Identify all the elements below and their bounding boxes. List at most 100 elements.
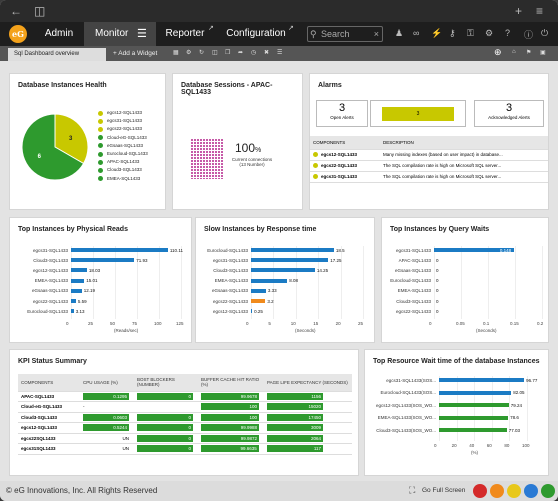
pie-slice-normal[interactable]: [21, 113, 85, 181]
lock-icon[interactable]: ⚿: [467, 28, 474, 38]
bar[interactable]: [251, 288, 266, 293]
bar-value-label: 18.03: [88, 267, 101, 273]
add-widget-button[interactable]: + Add a Widget: [113, 50, 158, 57]
copy-icon[interactable]: ❐: [225, 50, 231, 56]
tab-monitor[interactable]: Monitor ☰: [84, 22, 156, 46]
bar[interactable]: [251, 268, 315, 273]
clock-icon[interactable]: ◷: [251, 50, 257, 56]
new-tab-icon[interactable]: +: [515, 4, 523, 18]
alarm-row[interactable]: egcs31-SQL1433 The SQL compilation rate i…: [310, 171, 548, 183]
power-icon[interactable]: ⏻: [541, 28, 549, 38]
instance-name[interactable]: Cloud-eG-SQL1433: [107, 134, 147, 140]
bar[interactable]: [71, 258, 135, 263]
bar-value-label: 0.148: [499, 247, 512, 253]
instance-name[interactable]: eGsaas-SQL1433: [107, 142, 144, 148]
instance-name[interactable]: APAC-SQL1433: [107, 159, 140, 165]
fullscreen-button[interactable]: Go Full Screen: [422, 487, 466, 494]
settings-icon[interactable]: ⚙: [485, 28, 494, 38]
tab-sql-dashboard[interactable]: Sql Dashboard overview: [8, 48, 106, 61]
major-alarm-icon[interactable]: [490, 484, 504, 498]
category-label: EMEA-SQL1433: [34, 278, 68, 284]
bar[interactable]: [71, 268, 87, 273]
bar[interactable]: [251, 299, 266, 303]
bar-value-label: 0: [436, 298, 439, 304]
bar-value-label: 110.11: [169, 247, 183, 253]
panel-slow-instances: Slow Instances by Response time 0 5 10 15 20…: [195, 217, 375, 343]
fullscreen-icon[interactable]: ⛶: [409, 485, 416, 495]
link-icon[interactable]: ∞: [413, 28, 420, 38]
add-dashboard-icon[interactable]: ⊕: [494, 47, 502, 57]
help-icon[interactable]: ?: [505, 28, 511, 38]
grid-icon[interactable]: ▦: [173, 50, 179, 56]
instance-name[interactable]: Cloud3-SQL1433: [107, 167, 142, 173]
pie-slice-warning[interactable]: [54, 113, 89, 165]
sidebar-icon[interactable]: ◫: [34, 4, 46, 18]
minor-alarm-icon[interactable]: [507, 484, 521, 498]
instance-name[interactable]: Eurocloud-SQL1433: [107, 151, 148, 156]
back-icon[interactable]: ←: [10, 4, 22, 18]
instance-name[interactable]: egcs12-SQL1433: [107, 110, 143, 115]
instance-name[interactable]: egcs22-SQL1433: [107, 126, 143, 132]
bar[interactable]: [434, 248, 514, 252]
bar[interactable]: [71, 309, 74, 314]
bar[interactable]: [71, 248, 168, 252]
hamburger-icon[interactable]: ☰: [137, 28, 147, 40]
user-icon[interactable]: ♟: [395, 28, 404, 38]
bookmark-icon[interactable]: ⚑: [526, 50, 532, 56]
bar[interactable]: [71, 278, 85, 283]
critical-alarm-icon[interactable]: [473, 484, 487, 498]
bar[interactable]: [71, 299, 76, 303]
kpi-row[interactable]: Cloud3-SQL1433 0.0603 0 100 17450: [18, 412, 352, 423]
menu-icon[interactable]: ≡: [536, 4, 544, 18]
open-alerts-box[interactable]: 3 Open Alerts: [316, 100, 368, 127]
instance-name[interactable]: EMEA-SQL1433: [107, 175, 141, 181]
kpi-row[interactable]: APAC-SQL1433 0.1295 0 99.9678 1156: [18, 391, 352, 402]
tab-configuration[interactable]: Configuration: [226, 28, 286, 39]
info-icon[interactable]: [524, 484, 538, 498]
search-input[interactable]: ⚲ Search ×: [307, 26, 383, 42]
close-icon[interactable]: ×: [373, 29, 379, 39]
ok-status-icon[interactable]: [541, 484, 555, 498]
alerts-warning-bar[interactable]: 3: [382, 107, 454, 121]
bar[interactable]: [251, 309, 253, 314]
bar[interactable]: [71, 288, 82, 293]
gear-icon[interactable]: ⚙: [186, 50, 192, 56]
alarm-row[interactable]: egcs22-SQL1433 The SQL compilation rate i…: [310, 160, 548, 172]
bar[interactable]: [439, 428, 507, 432]
key-icon[interactable]: ⚷: [449, 28, 456, 38]
alarm-row[interactable]: egcs12-SQL1433 Many missing indexes (base…: [310, 149, 548, 161]
share-icon[interactable]: ➦: [238, 50, 244, 56]
columns-icon[interactable]: ◫: [212, 50, 218, 56]
bar[interactable]: [251, 278, 288, 283]
warning-icon: [313, 174, 318, 180]
tab-reporter[interactable]: Reporter: [165, 28, 205, 39]
kpi-row[interactable]: egcs31SQL1433 UN 0 99.6635 117: [18, 443, 352, 455]
tab-admin[interactable]: Admin: [44, 28, 74, 39]
buffer-cache-bar: 99.9988: [201, 424, 259, 432]
panel-title: Alarms: [318, 82, 342, 89]
list-icon[interactable]: ☰: [277, 50, 283, 56]
bar[interactable]: [251, 248, 334, 252]
kpi-row[interactable]: egcs12-SQL1433 0.5244 0 99.9988 3009: [18, 422, 352, 434]
bar[interactable]: [251, 258, 329, 263]
refresh-icon[interactable]: ↻: [199, 50, 205, 56]
blockers-bar: 0: [137, 392, 193, 400]
category-label: Cloud3-SQL1433: [33, 257, 68, 263]
bar[interactable]: [439, 403, 509, 407]
kpi-row[interactable]: Cloud-eG-SQL1433- 100 15020: [18, 401, 352, 413]
kpi-row[interactable]: egcs22SQL1433 UN 0 99.9872 2064: [18, 433, 352, 444]
delete-icon[interactable]: ✖: [264, 50, 270, 56]
help-circle-icon[interactable]: ⓘ: [524, 30, 534, 40]
tile-icon[interactable]: ▣: [540, 50, 546, 56]
bar[interactable]: [439, 390, 512, 395]
bar[interactable]: [439, 378, 525, 382]
bar[interactable]: [439, 415, 509, 420]
x-tick-label: 80: [504, 442, 510, 448]
eg-logo[interactable]: eG: [9, 25, 27, 43]
x-axis-unit: (Seconds): [476, 328, 497, 334]
instance-name[interactable]: egcs31-SQL1433: [107, 118, 143, 124]
bolt-icon[interactable]: ⚡: [431, 28, 443, 38]
acknowledged-alerts-box[interactable]: 3 Acknowledged Alerts: [474, 100, 544, 127]
kpi-component: egcs31SQL1433: [18, 443, 80, 455]
home-icon[interactable]: ⌂: [512, 49, 516, 55]
